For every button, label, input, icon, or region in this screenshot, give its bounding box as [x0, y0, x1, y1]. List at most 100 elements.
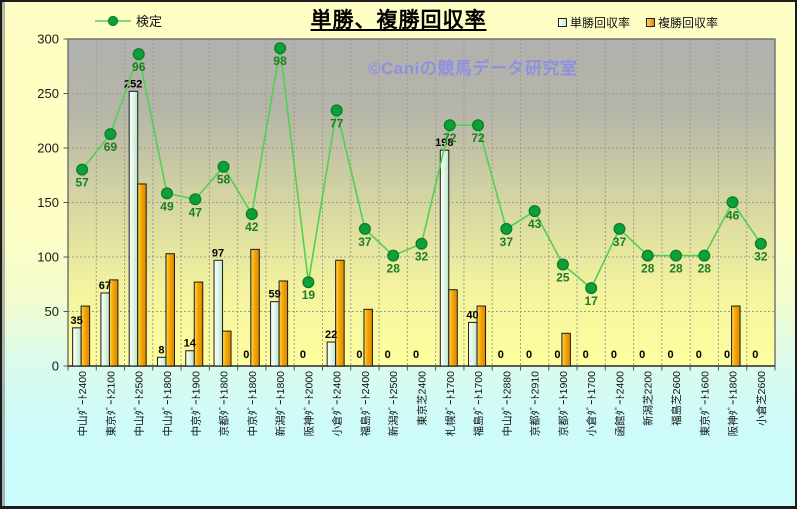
kentei-line-marker-icon [95, 15, 131, 26]
tansho-bar [468, 321, 478, 367]
tansho-value-label: 198 [435, 137, 453, 149]
kentei-value-label: 72 [471, 131, 485, 145]
legend-item-tansho: 単勝回収率 [558, 14, 630, 31]
kentei-value-label: 57 [75, 176, 89, 190]
tansho-value-label: 0 [413, 349, 419, 361]
tansho-value-label: 0 [300, 349, 306, 361]
fukusho-bar [448, 289, 458, 367]
fukusho-bar [278, 280, 289, 367]
kentei-point [698, 249, 711, 262]
y-axis-label: 50 [45, 304, 59, 319]
tansho-value-label: 0 [696, 349, 702, 361]
tansho-value-label: 0 [724, 349, 730, 361]
x-axis-label: 阪神ﾀﾞｰﾄ2000 [302, 371, 315, 437]
y-axis-label: 200 [37, 141, 59, 156]
kentei-value-label: 28 [669, 262, 683, 276]
x-axis-label: 阪神ﾀﾞｰﾄ1800 [727, 371, 740, 437]
kentei-point [443, 119, 456, 132]
kentei-point [104, 128, 117, 141]
x-axis-label: 福島芝2600 [670, 371, 683, 426]
fukusho-bar [165, 253, 175, 367]
legend-kentei: 検定 [94, 11, 162, 30]
kentei-point [726, 196, 739, 209]
kentei-point [754, 237, 767, 250]
kentei-point [500, 222, 513, 235]
x-axis-label: 札幌ﾀﾞｰﾄ1700 [444, 371, 457, 437]
kentei-value-label: 32 [754, 250, 768, 264]
kentei-point [670, 249, 683, 262]
x-axis-label: 京都ﾀﾞｰﾄ1800 [218, 371, 231, 437]
x-axis-label: 東京ﾀﾞｰﾄ1600 [698, 371, 711, 437]
kentei-value-label: 25 [556, 270, 570, 284]
tansho-value-label: 0 [526, 349, 532, 361]
kentei-point [641, 249, 654, 262]
fukusho-bar [222, 330, 232, 367]
kentei-point [585, 282, 598, 295]
x-axis-label: 函館ﾀﾞｰﾄ2400 [613, 371, 626, 437]
kentei-point [358, 222, 371, 235]
fukusho-bar [363, 308, 373, 367]
kentei-point [132, 48, 145, 61]
legend-tansho-label: 単勝回収率 [570, 16, 631, 30]
y-axis-label: 150 [37, 195, 59, 210]
kentei-value-label: 49 [160, 199, 174, 213]
x-axis-label: 小倉ﾀﾞｰﾄ2400 [331, 371, 344, 437]
tansho-value-label: 0 [667, 349, 673, 361]
kentei-point [387, 249, 400, 262]
kentei-value-label: 32 [415, 250, 429, 264]
kentei-point [415, 237, 428, 250]
kentei-value-label: 37 [358, 235, 372, 249]
kentei-value-label: 69 [104, 140, 118, 154]
fukusho-bar [335, 259, 345, 367]
tansho-bar [185, 350, 195, 367]
tansho-value-label: 0 [243, 349, 249, 361]
kentei-value-label: 98 [273, 54, 287, 68]
kentei-point [217, 160, 230, 173]
x-axis-label: 東京ﾀﾞｰﾄ2100 [104, 371, 117, 437]
kentei-value-label: 28 [641, 262, 655, 276]
x-axis-label: 新潟ﾀﾞｰﾄ1800 [274, 371, 287, 437]
x-axis-label: 福島ﾀﾞｰﾄ1700 [472, 371, 485, 437]
tansho-value-label: 67 [99, 280, 111, 292]
y-axis-label: 0 [52, 359, 59, 374]
kentei-value-label: 37 [613, 235, 627, 249]
x-axis-label: 中京ﾀﾞｰﾄ1800 [246, 371, 259, 437]
fukusho-bar [250, 248, 260, 367]
kentei-point [472, 119, 485, 132]
kentei-point [245, 208, 258, 221]
tansho-value-label: 35 [71, 315, 83, 327]
legend-kentei-label: 検定 [136, 14, 163, 29]
x-axis-label: 新潟芝2200 [642, 371, 655, 426]
kentei-value-label: 96 [132, 60, 146, 74]
fukusho-bar [108, 279, 119, 367]
fukusho-bar [561, 332, 571, 367]
fukusho-bar [731, 305, 741, 367]
kentei-point [613, 222, 626, 235]
tansho-value-label: 14 [184, 338, 197, 350]
x-axis-label: 福島ﾀﾞｰﾄ2400 [359, 371, 372, 437]
tansho-bar [128, 90, 139, 367]
fukusho-bar [137, 183, 147, 367]
kentei-value-label: 58 [217, 173, 231, 187]
x-axis-label: 京都ﾀﾞｰﾄ2910 [529, 371, 542, 437]
x-axis-label: 中山ﾀﾞｰﾄ1800 [161, 371, 174, 437]
tansho-value-label: 22 [325, 329, 337, 341]
tansho-bar [156, 356, 167, 367]
x-axis-label: 中京ﾀﾞｰﾄ1900 [189, 371, 202, 437]
y-axis-label: 100 [37, 250, 59, 265]
tansho-value-label: 0 [583, 349, 589, 361]
kentei-point [330, 104, 343, 117]
tansho-value-label: 97 [212, 247, 224, 259]
kentei-value-label: 28 [387, 262, 401, 276]
x-axis-label: 中山ﾀﾞｰﾄ2400 [76, 371, 89, 437]
kentei-point [76, 163, 89, 176]
kentei-value-label: 42 [245, 220, 259, 234]
tansho-bar [326, 341, 337, 367]
kentei-value-label: 72 [443, 131, 457, 145]
tansho-value-label: 0 [554, 349, 560, 361]
x-axis-label: 中山ﾀﾞｰﾄ2500 [133, 371, 146, 437]
kentei-value-label: 37 [500, 235, 514, 249]
kentei-point [160, 187, 173, 200]
tansho-value-label: 0 [639, 349, 645, 361]
